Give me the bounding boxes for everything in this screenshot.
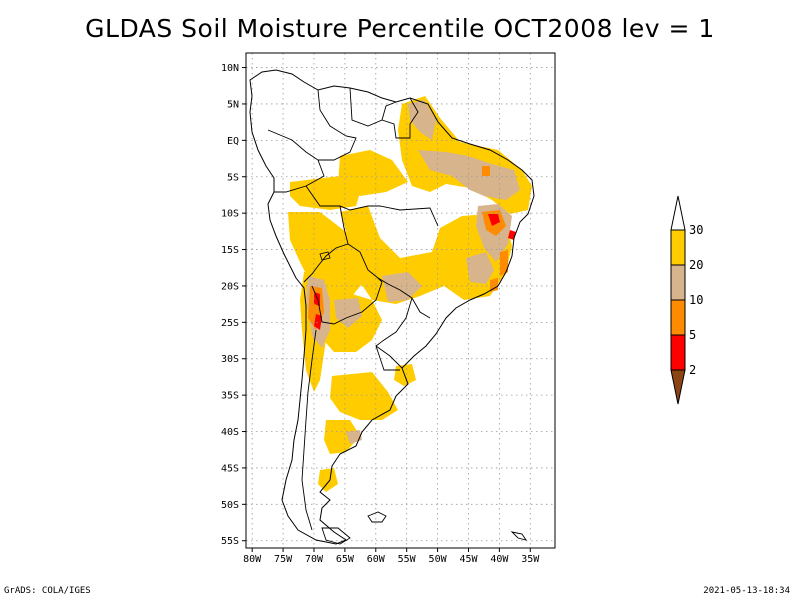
lake-titicaca	[319, 251, 331, 261]
footer-timestamp: 2021-05-13-18:34	[703, 586, 790, 596]
footer-credit: GrADS: COLA/IGES	[4, 586, 91, 596]
south-georgia-edge	[510, 531, 528, 541]
shade-patagonia-north	[324, 420, 360, 454]
lat-tick-label: 30S	[221, 354, 239, 365]
lon-tick-label: 75W	[274, 554, 293, 565]
map-frame	[245, 52, 556, 549]
legend-swatch	[670, 229, 686, 266]
map-title: GLDAS Soil Moisture Percentile OCT2008 l…	[85, 14, 715, 43]
lon-tick-label: 55W	[398, 554, 417, 565]
legend-label: 5	[689, 328, 696, 342]
shade-amazon-west	[290, 176, 362, 210]
tan-minas	[466, 252, 494, 284]
lat-tick-label: 25S	[221, 318, 239, 329]
lat-tick-label: 50S	[221, 500, 239, 511]
legend-label: 10	[689, 293, 703, 307]
shade-patagonia-south	[318, 468, 338, 492]
lat-tick-label: 45S	[221, 463, 239, 474]
lat-tick-label: 10N	[221, 63, 239, 74]
tan-central	[382, 272, 422, 302]
colorbar-legend: 30 20 10 5 2	[670, 195, 703, 405]
lat-tick-label: EQ	[227, 136, 239, 147]
lat-lon-grid	[246, 53, 555, 548]
legend-tip-top	[670, 195, 686, 231]
legend-label: 2	[689, 363, 696, 377]
percentile-shading	[288, 96, 532, 492]
legend-swatch	[670, 299, 686, 336]
lon-tick-label: 65W	[336, 554, 355, 565]
lon-axis-labels: 80W 75W 70W 65W 60W 55W 50W 45W 40W 35W	[243, 548, 540, 565]
red-bahia	[488, 214, 500, 226]
orange-sao-paulo	[490, 278, 498, 292]
lat-axis-labels: 10N 5N EQ 5S 10S 15S 20S 25S 30S 35S 40S 45S 50S 55S	[221, 63, 246, 547]
lon-tick-label: 60W	[367, 554, 386, 565]
legend-tip-bottom	[670, 369, 686, 405]
country-borders	[267, 87, 439, 531]
coastline	[249, 69, 535, 545]
legend-label: 30	[689, 223, 703, 237]
legend-swatch	[670, 264, 686, 301]
lat-tick-label: 55S	[221, 536, 239, 547]
lon-tick-label: 45W	[459, 554, 478, 565]
lat-tick-label: 35S	[221, 391, 239, 402]
tan-northeast	[418, 150, 520, 200]
lon-tick-label: 80W	[243, 554, 262, 565]
lat-tick-label: 5S	[227, 172, 239, 183]
falkland-islands	[367, 511, 387, 523]
orange-ceara	[482, 166, 490, 176]
legend-label: 20	[689, 258, 703, 272]
orange-coast-east	[500, 250, 508, 276]
tan-guiana	[408, 100, 436, 140]
red-chile-south	[314, 314, 322, 330]
lon-tick-label: 50W	[429, 554, 448, 565]
shade-pampas	[330, 372, 398, 420]
lat-tick-label: 15S	[221, 245, 239, 256]
lat-tick-label: 40S	[221, 427, 239, 438]
lon-tick-label: 35W	[521, 554, 540, 565]
lat-tick-label: 5N	[227, 99, 239, 110]
tierra-del-fuego	[321, 527, 351, 545]
legend-swatch	[670, 334, 686, 371]
lat-tick-label: 20S	[221, 281, 239, 292]
lon-tick-label: 40W	[490, 554, 509, 565]
lon-tick-label: 70W	[305, 554, 324, 565]
lat-tick-label: 10S	[221, 209, 239, 220]
